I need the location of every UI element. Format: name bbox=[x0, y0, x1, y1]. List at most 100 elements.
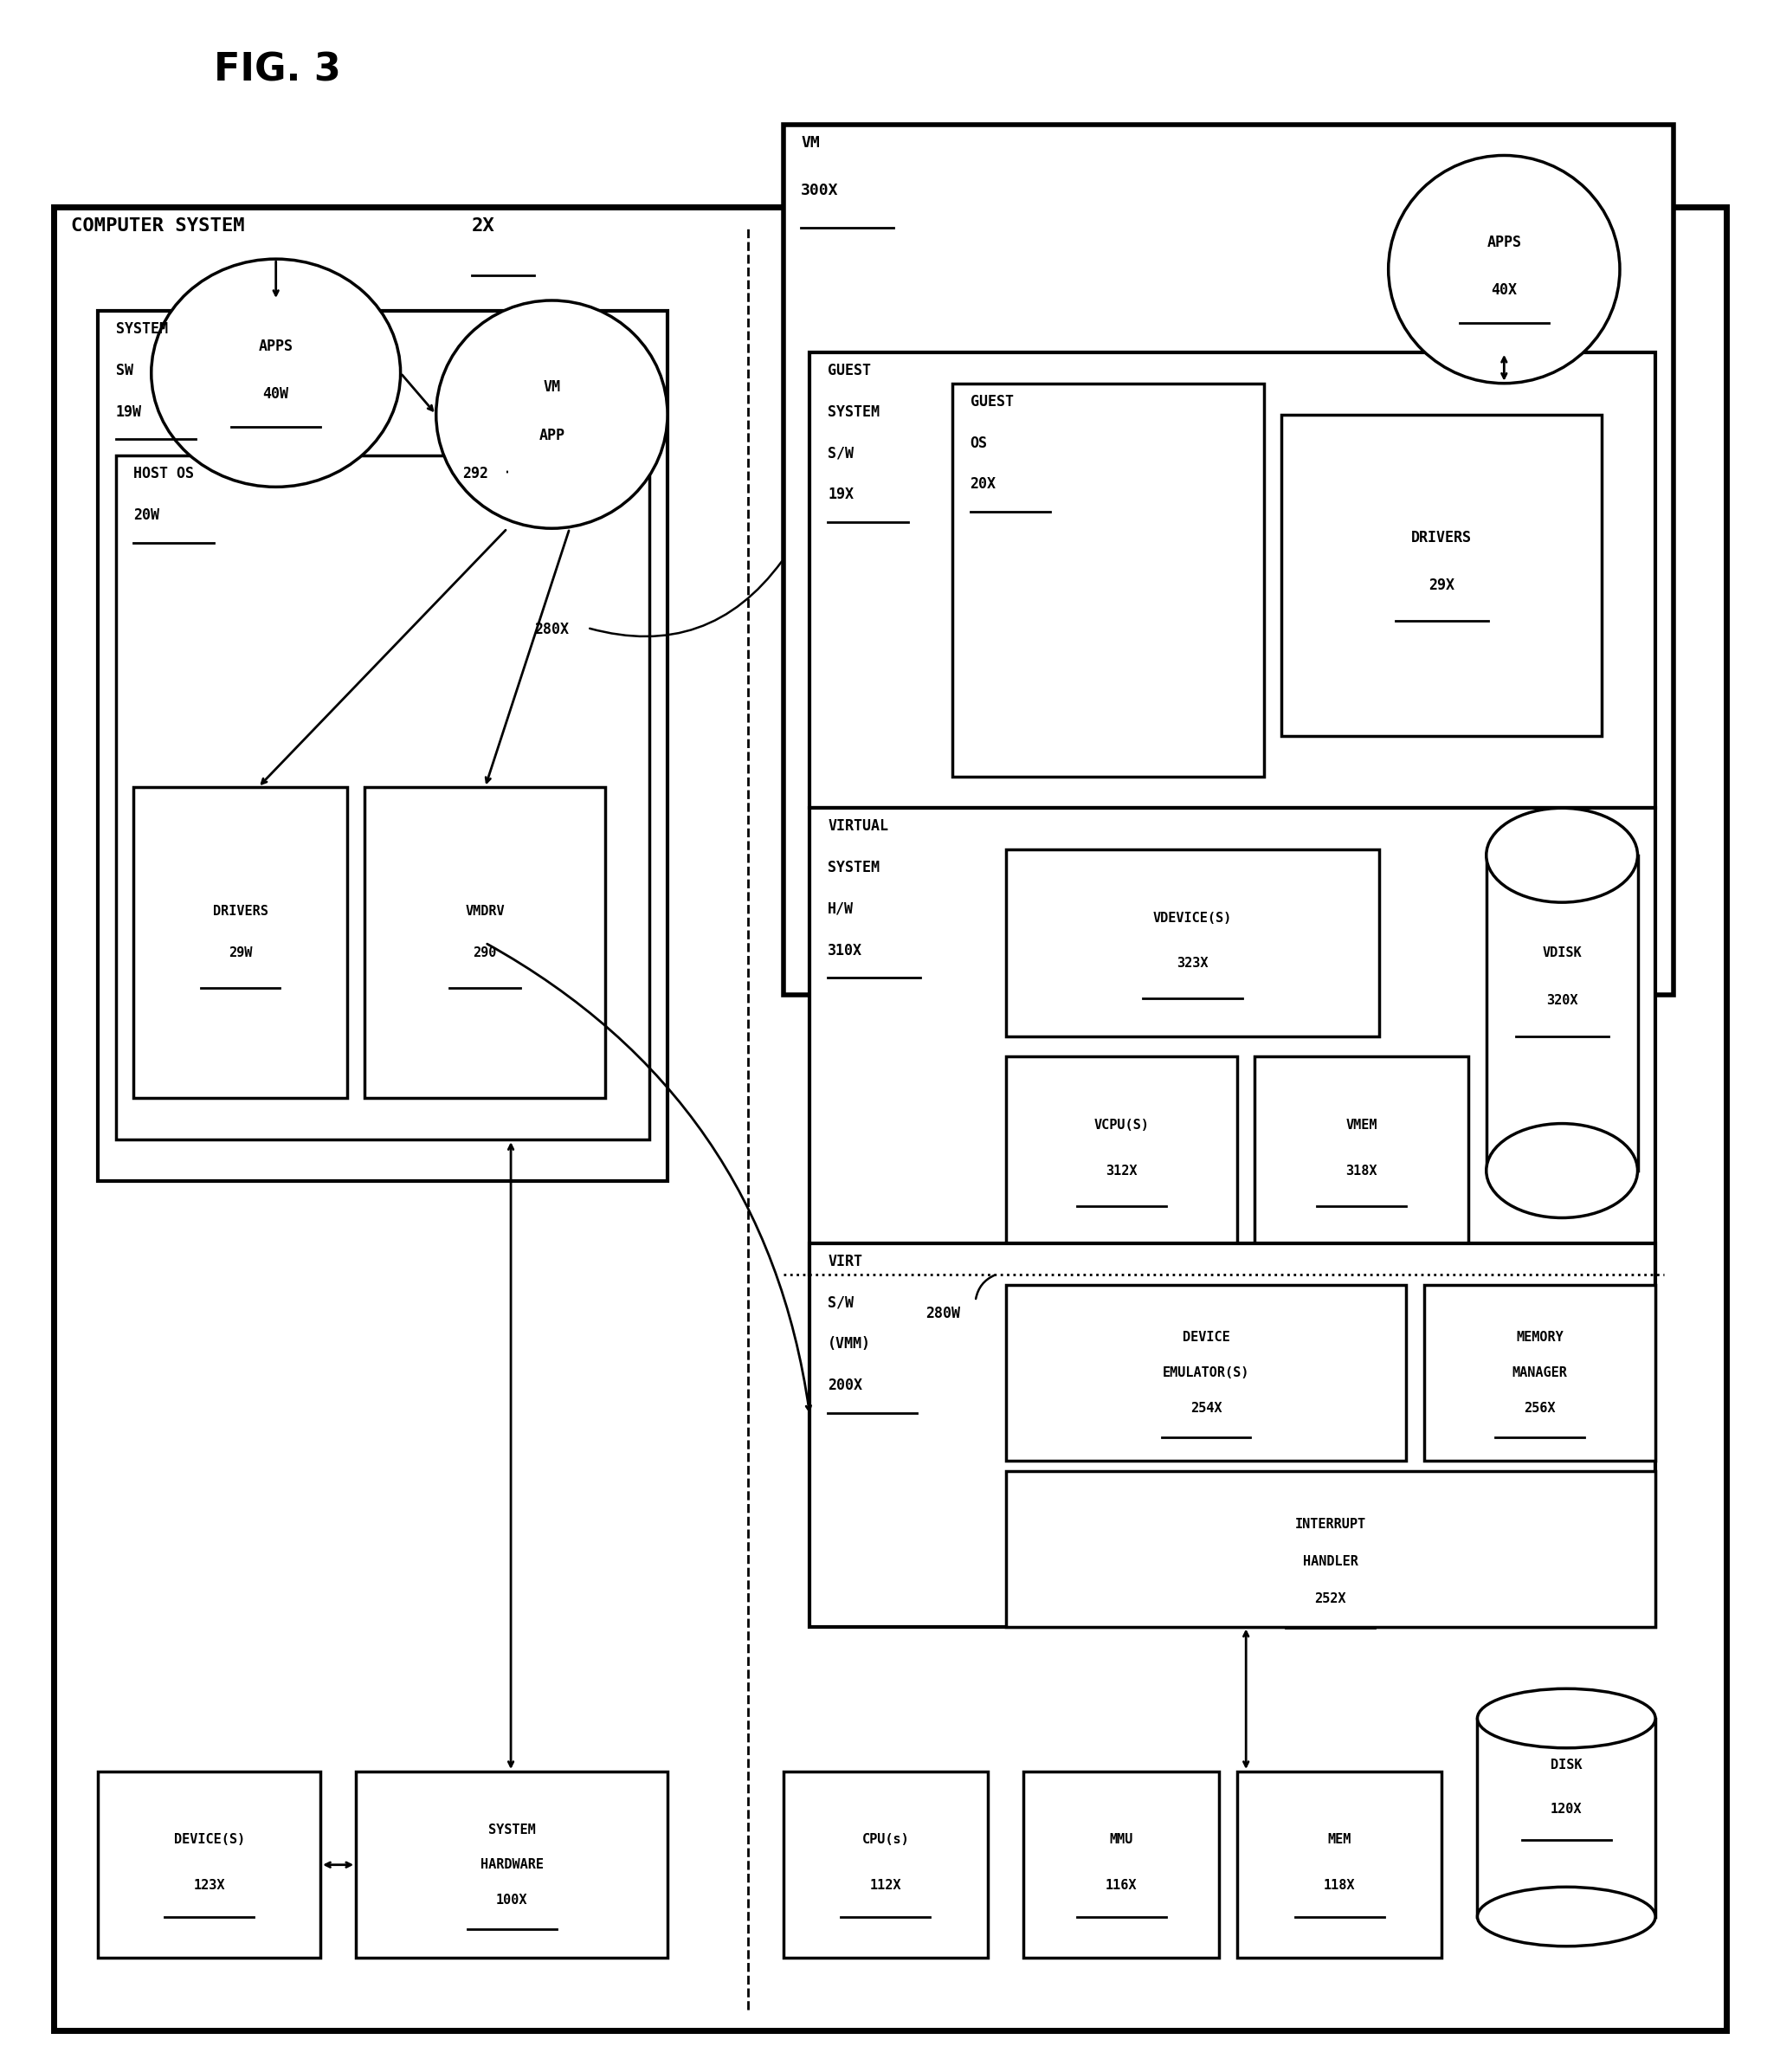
Text: VIRTUAL: VIRTUAL bbox=[828, 818, 888, 835]
FancyBboxPatch shape bbox=[783, 1772, 988, 1958]
Text: VIRT: VIRT bbox=[828, 1254, 862, 1270]
Text: SYSTEM: SYSTEM bbox=[828, 860, 879, 876]
Ellipse shape bbox=[436, 300, 668, 528]
Text: 323X: 323X bbox=[1177, 957, 1209, 970]
Text: S/W: S/W bbox=[828, 445, 854, 462]
Text: GUEST: GUEST bbox=[828, 363, 870, 379]
FancyBboxPatch shape bbox=[1486, 856, 1638, 1171]
Text: 2X: 2X bbox=[472, 218, 495, 234]
Text: MANAGER: MANAGER bbox=[1511, 1365, 1568, 1380]
FancyBboxPatch shape bbox=[1006, 1057, 1237, 1243]
Text: SYSTEM: SYSTEM bbox=[116, 321, 167, 338]
Text: GUEST: GUEST bbox=[970, 394, 1013, 410]
Text: DISK: DISK bbox=[1550, 1759, 1582, 1772]
Ellipse shape bbox=[1486, 1123, 1638, 1218]
Text: 19X: 19X bbox=[828, 487, 854, 503]
Text: 116X: 116X bbox=[1105, 1879, 1137, 1892]
Text: VDISK: VDISK bbox=[1541, 947, 1582, 959]
Text: DEVICE(S): DEVICE(S) bbox=[174, 1834, 244, 1846]
FancyBboxPatch shape bbox=[783, 124, 1673, 995]
Text: 200X: 200X bbox=[828, 1378, 862, 1394]
Text: VM: VM bbox=[543, 379, 561, 396]
FancyBboxPatch shape bbox=[1477, 1718, 1655, 1917]
FancyBboxPatch shape bbox=[1237, 1772, 1442, 1958]
Text: 254X: 254X bbox=[1191, 1401, 1221, 1415]
Text: OS: OS bbox=[970, 435, 988, 452]
Text: 312X: 312X bbox=[1105, 1164, 1137, 1177]
Text: DRIVERS: DRIVERS bbox=[1412, 530, 1472, 545]
Text: 123X: 123X bbox=[194, 1879, 224, 1892]
Text: APP: APP bbox=[539, 427, 564, 443]
Text: FIG. 3: FIG. 3 bbox=[214, 52, 340, 89]
Ellipse shape bbox=[1477, 1888, 1655, 1946]
FancyBboxPatch shape bbox=[98, 1772, 320, 1958]
Text: EMULATOR(S): EMULATOR(S) bbox=[1162, 1365, 1250, 1380]
Text: 300X: 300X bbox=[801, 182, 838, 199]
Text: 112X: 112X bbox=[870, 1879, 901, 1892]
Ellipse shape bbox=[1388, 155, 1620, 383]
Text: VDEVICE(S): VDEVICE(S) bbox=[1153, 912, 1232, 924]
Text: 318X: 318X bbox=[1346, 1164, 1378, 1177]
Text: 19W: 19W bbox=[116, 404, 142, 421]
Text: MEM: MEM bbox=[1328, 1834, 1351, 1846]
FancyBboxPatch shape bbox=[116, 456, 650, 1140]
FancyBboxPatch shape bbox=[810, 352, 1655, 808]
Text: 20W: 20W bbox=[134, 508, 160, 524]
FancyBboxPatch shape bbox=[356, 1772, 668, 1958]
Text: 40X: 40X bbox=[1492, 282, 1517, 298]
Text: 252X: 252X bbox=[1315, 1591, 1346, 1606]
Text: MEMORY: MEMORY bbox=[1517, 1330, 1563, 1345]
FancyBboxPatch shape bbox=[952, 383, 1264, 777]
Text: H/W: H/W bbox=[828, 901, 854, 918]
Text: 100X: 100X bbox=[497, 1894, 527, 1906]
Text: 29W: 29W bbox=[228, 947, 253, 959]
Text: HOST OS: HOST OS bbox=[134, 466, 194, 483]
Text: 290: 290 bbox=[473, 947, 497, 959]
Text: INTERRUPT: INTERRUPT bbox=[1296, 1517, 1365, 1531]
Text: 120X: 120X bbox=[1550, 1803, 1582, 1815]
Text: DRIVERS: DRIVERS bbox=[212, 905, 269, 918]
Text: HANDLER: HANDLER bbox=[1303, 1554, 1358, 1569]
FancyBboxPatch shape bbox=[365, 787, 605, 1098]
FancyBboxPatch shape bbox=[1006, 1471, 1655, 1627]
Text: 118X: 118X bbox=[1324, 1879, 1355, 1892]
Text: HARDWARE: HARDWARE bbox=[481, 1859, 543, 1871]
FancyBboxPatch shape bbox=[1424, 1285, 1655, 1461]
FancyBboxPatch shape bbox=[1006, 1285, 1406, 1461]
Text: VMEM: VMEM bbox=[1346, 1119, 1378, 1131]
Text: APPS: APPS bbox=[258, 338, 294, 354]
FancyBboxPatch shape bbox=[134, 787, 347, 1098]
Text: 256X: 256X bbox=[1524, 1401, 1556, 1415]
Text: 280X: 280X bbox=[534, 622, 568, 638]
Text: 280W: 280W bbox=[926, 1305, 959, 1322]
Text: VCPU(S): VCPU(S) bbox=[1093, 1119, 1150, 1131]
FancyBboxPatch shape bbox=[1282, 414, 1602, 736]
Text: S/W: S/W bbox=[828, 1295, 854, 1312]
Text: 29X: 29X bbox=[1429, 578, 1454, 593]
Text: VMDRV: VMDRV bbox=[465, 905, 506, 918]
Text: COMPUTER SYSTEM: COMPUTER SYSTEM bbox=[71, 218, 246, 234]
Text: 320X: 320X bbox=[1547, 995, 1577, 1007]
Text: SYSTEM: SYSTEM bbox=[488, 1823, 536, 1836]
Ellipse shape bbox=[1486, 808, 1638, 903]
FancyBboxPatch shape bbox=[810, 808, 1655, 1274]
Text: CPU(s): CPU(s) bbox=[862, 1834, 910, 1846]
Text: DEVICE: DEVICE bbox=[1182, 1330, 1230, 1345]
Text: 310X: 310X bbox=[828, 943, 862, 959]
FancyBboxPatch shape bbox=[1255, 1057, 1468, 1243]
FancyBboxPatch shape bbox=[810, 1243, 1655, 1627]
Text: VM: VM bbox=[801, 135, 821, 151]
Text: (VMM): (VMM) bbox=[828, 1336, 870, 1353]
FancyBboxPatch shape bbox=[53, 207, 1727, 2031]
Text: 20X: 20X bbox=[970, 477, 997, 493]
FancyBboxPatch shape bbox=[98, 311, 668, 1181]
FancyBboxPatch shape bbox=[1023, 1772, 1219, 1958]
Ellipse shape bbox=[151, 259, 401, 487]
Text: APPS: APPS bbox=[1486, 234, 1522, 251]
Text: SW: SW bbox=[116, 363, 134, 379]
Text: MMU: MMU bbox=[1109, 1834, 1134, 1846]
FancyBboxPatch shape bbox=[1006, 850, 1380, 1036]
Text: 292: 292 bbox=[463, 466, 490, 483]
Text: 40W: 40W bbox=[263, 385, 288, 402]
Ellipse shape bbox=[1477, 1689, 1655, 1749]
